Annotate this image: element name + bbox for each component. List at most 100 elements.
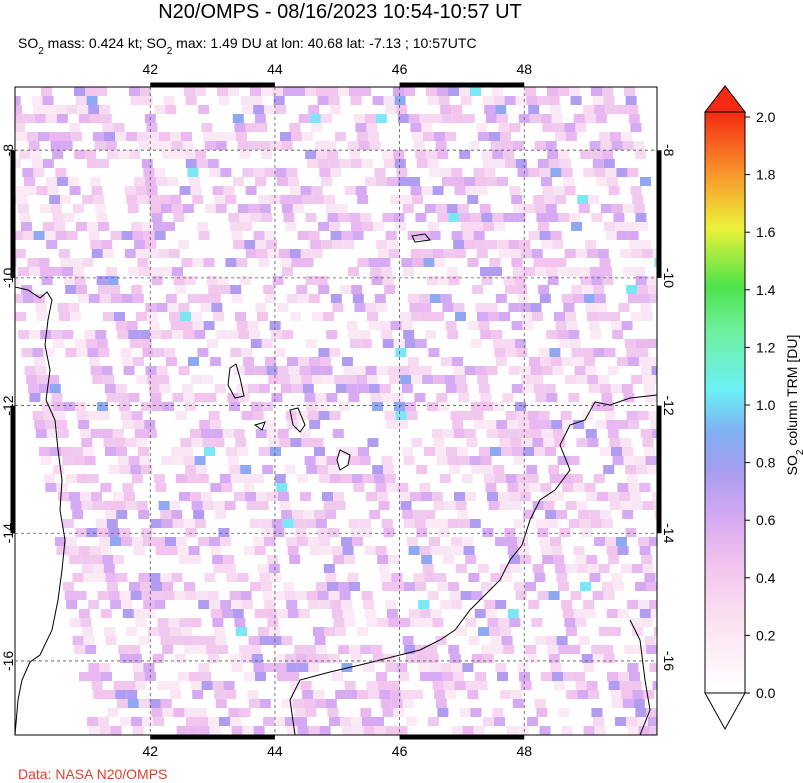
pixel [447,519,459,528]
pixel [687,627,698,636]
pixel [583,663,595,672]
pixel [577,690,589,699]
pixel [426,645,438,654]
pixel [108,591,120,600]
pixel [615,717,626,726]
pixel [179,618,191,627]
pixel [503,150,515,159]
pixel [220,168,232,177]
pixel [198,105,210,114]
pixel [188,357,199,366]
pixel [203,132,214,141]
pixel [549,474,561,483]
pixel [467,258,479,267]
pixel [131,411,143,420]
pixel [482,159,494,168]
pixel [503,339,515,348]
pixel [204,447,215,456]
pixel [193,510,205,519]
pixel [548,591,560,600]
pixel [308,294,320,303]
pixel [410,618,422,627]
pixel [204,204,216,213]
pixel [548,654,560,663]
pixel [86,96,98,105]
pixel [637,348,649,357]
pixel [515,96,527,105]
pixel [349,150,361,159]
pixel [366,681,378,690]
pixel [652,681,657,690]
pixel [598,375,610,384]
pixel [132,537,143,546]
pixel [554,312,565,321]
pixel [174,591,186,600]
pixel [468,636,480,645]
pixel [236,321,248,330]
pixel [624,87,635,96]
pixel [365,303,377,312]
pixel [538,411,550,420]
pixel [208,411,220,420]
pixel [545,204,557,213]
pixel [327,213,339,222]
pixel [328,96,340,105]
pixel [130,591,142,600]
pixel [235,438,247,447]
pixel [302,690,314,699]
pixel [268,438,280,447]
pixel [441,546,453,555]
pixel [562,420,574,429]
pixel [422,312,433,321]
pixel [209,294,221,303]
pixel [174,654,186,663]
pixel [142,222,153,231]
pixel [92,375,104,384]
pixel [304,456,316,465]
pixel [408,357,419,366]
pixel [509,555,521,564]
pixel [650,609,657,618]
pixel [170,627,181,636]
pixel [452,114,464,123]
pixel [335,384,347,393]
pixel [613,582,624,591]
pixel [332,240,344,249]
pixel [187,168,199,177]
pixel [619,492,630,501]
pixel [234,492,245,501]
pixel [628,420,640,429]
pixel [201,681,213,690]
pixel [298,114,310,123]
pixel [548,96,560,105]
pixel [581,654,593,663]
pixel [308,600,320,609]
pixel [71,132,82,141]
pixel [35,366,47,375]
pixel [451,726,463,735]
pixel [324,195,336,204]
pixel [98,717,109,726]
pixel [486,303,498,312]
pixel [178,303,190,312]
pixel [291,384,303,393]
pixel [207,159,219,168]
pixel [429,663,441,672]
pixel [349,645,361,654]
pixel [573,114,585,123]
pixel [474,420,486,429]
pixel [427,591,439,600]
pixel [446,447,457,456]
pixel [119,402,130,411]
pixel [573,609,585,618]
pixel [550,537,561,546]
pixel [131,717,142,726]
pixel [100,483,112,492]
pixel [687,501,698,510]
pixel [492,708,504,717]
pixel [332,672,343,681]
pixel [21,348,33,357]
pixel [85,150,97,159]
pixel [51,267,62,276]
